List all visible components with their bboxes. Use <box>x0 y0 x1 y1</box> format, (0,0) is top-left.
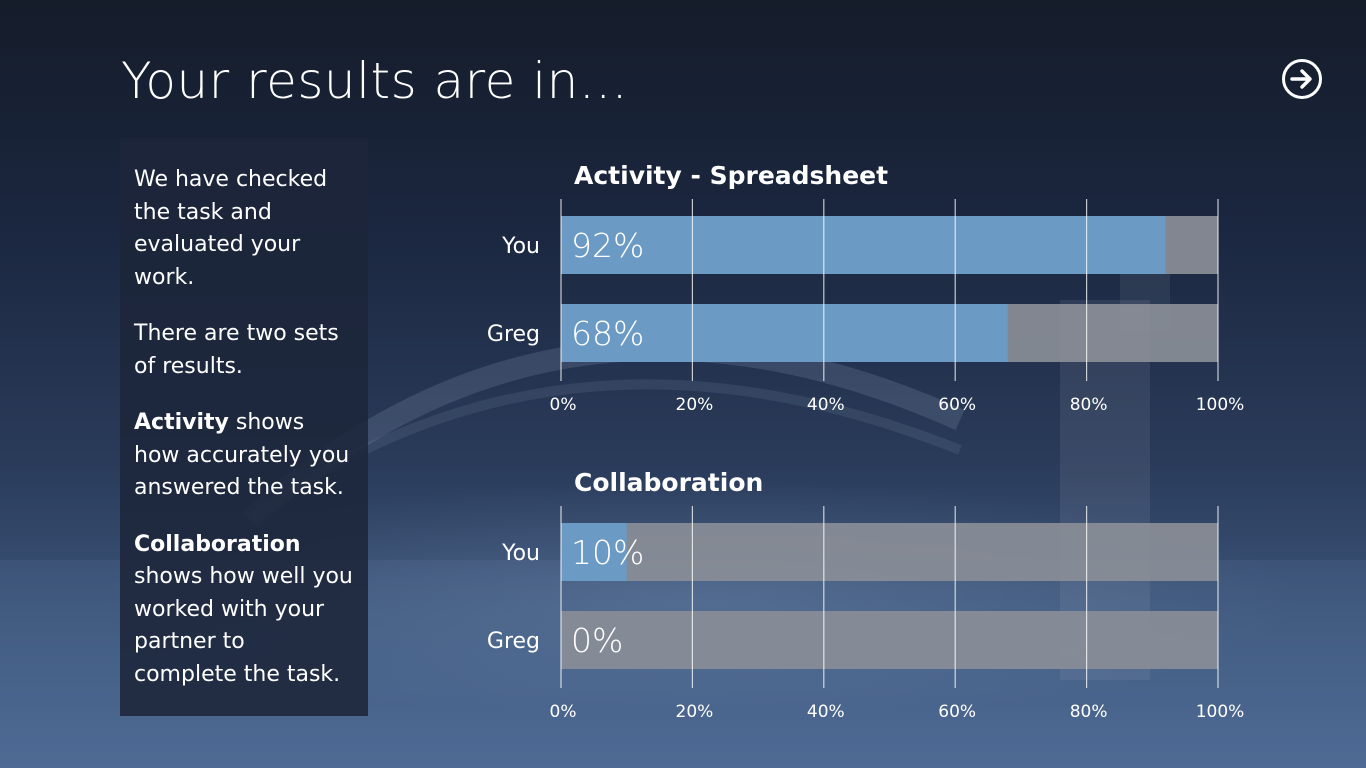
collaboration-tick-label: 20% <box>676 702 714 722</box>
activity-tick-label: 0% <box>550 395 577 415</box>
collaboration-category-label-greg: Greg <box>487 629 540 654</box>
collaboration-tick-label: 80% <box>1070 702 1108 722</box>
collaboration-tick-label: 100% <box>1196 702 1245 722</box>
activity-chart-title: Activity - Spreadsheet <box>574 161 888 190</box>
collaboration-term: Collaboration <box>134 531 301 557</box>
collaboration-tick-label: 60% <box>938 702 976 722</box>
activity-tick-label: 80% <box>1070 395 1108 415</box>
collaboration-category-label-you: You <box>501 541 540 566</box>
activity-bar-greg <box>561 304 1008 362</box>
collaboration-bar-you <box>561 523 627 581</box>
activity-description: shows how accurately you answered the ta… <box>134 410 350 500</box>
collaboration-bar-track-you <box>561 523 1218 581</box>
activity-term: Activity <box>134 410 229 435</box>
collaboration-tick-label: 0% <box>550 702 577 722</box>
activity-category-label-you: You <box>501 234 540 259</box>
next-button[interactable] <box>1281 58 1323 100</box>
activity-tick-label: 20% <box>676 395 714 415</box>
info-paragraph-1: We have checked the task and evaluated y… <box>134 167 328 290</box>
info-panel: We have checked the task and evaluated y… <box>120 138 368 716</box>
activity-category-label-greg: Greg <box>487 322 540 347</box>
activity-value-label-greg: 68% <box>571 314 644 353</box>
activity-tick-label: 40% <box>807 395 845 415</box>
activity-tick-label: 60% <box>938 395 976 415</box>
arrow-right-circle-icon <box>1282 59 1322 99</box>
info-paragraph-2: There are two sets of results. <box>134 321 339 379</box>
collaboration-bar-track-greg <box>561 611 1218 669</box>
collaboration-description: shows how well you worked with your part… <box>134 564 353 687</box>
collaboration-tick-label: 40% <box>807 702 845 722</box>
info-paragraph-4: Collaboration shows how well you worked … <box>134 529 354 692</box>
activity-bar-you <box>561 216 1166 274</box>
activity-value-label-you: 92% <box>571 226 644 265</box>
collaboration-value-label-you: 10% <box>571 533 644 572</box>
activity-tick-label: 100% <box>1196 395 1245 415</box>
page-title: Your results are in... <box>121 52 629 110</box>
collaboration-value-label-greg: 0% <box>571 621 623 660</box>
collaboration-chart-title: Collaboration <box>574 468 763 497</box>
info-paragraph-3: Activity shows how accurately you answer… <box>134 407 354 505</box>
